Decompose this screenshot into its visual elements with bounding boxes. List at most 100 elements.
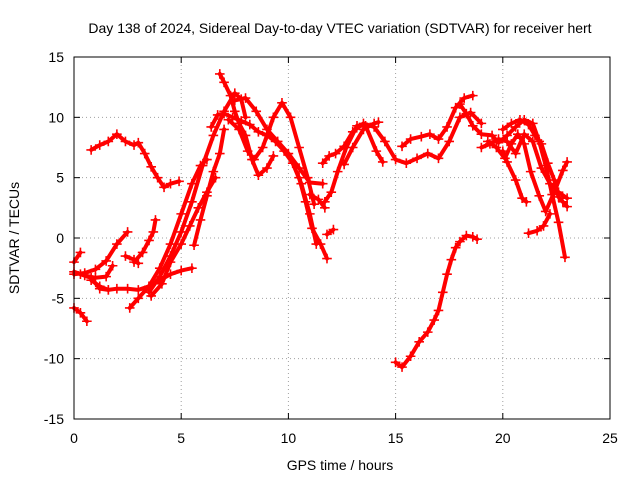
data-point-marker — [433, 153, 444, 164]
data-point-marker — [112, 239, 122, 249]
data-point-marker — [498, 124, 508, 135]
data-point-marker — [412, 153, 422, 164]
data-point-marker — [208, 166, 219, 177]
data-point-marker — [523, 119, 534, 130]
data-point-marker — [442, 269, 452, 279]
data-point-marker — [373, 117, 384, 127]
data-point-marker — [476, 118, 487, 129]
data-point-marker — [358, 124, 369, 135]
data-point-marker — [236, 116, 247, 126]
data-point-marker — [202, 190, 212, 201]
data-point-marker — [309, 199, 319, 210]
series-arc-25 — [390, 230, 482, 372]
chart-title: Day 138 of 2024, Sidereal Day-to-day VTE… — [88, 20, 591, 36]
data-point-marker — [101, 271, 111, 282]
data-point-marker — [103, 136, 114, 147]
data-point-marker — [352, 120, 362, 131]
data-point-marker — [562, 201, 572, 212]
data-point-marker — [553, 217, 564, 228]
data-point-marker — [133, 285, 144, 295]
data-point-marker — [103, 285, 114, 295]
data-point-marker — [189, 240, 199, 251]
data-point-marker — [146, 291, 156, 301]
data-point-marker — [152, 172, 163, 183]
y-tick-label: -10 — [44, 351, 64, 367]
series-arc-06 — [75, 269, 114, 295]
data-point-marker — [129, 257, 139, 267]
data-point-marker — [397, 362, 407, 372]
data-point-marker — [122, 227, 133, 237]
series-arc-09 — [86, 129, 184, 193]
data-point-marker — [253, 127, 264, 137]
data-point-marker — [433, 305, 444, 316]
data-point-marker — [184, 221, 195, 231]
data-point-marker — [515, 114, 525, 125]
data-point-marker — [493, 134, 504, 144]
data-point-marker — [433, 134, 444, 144]
x-tick-label: 0 — [70, 430, 78, 446]
data-point-marker — [313, 194, 324, 205]
data-point-marker — [208, 130, 219, 141]
data-point-marker — [75, 269, 86, 279]
data-point-marker — [187, 197, 197, 207]
data-point-marker — [416, 131, 427, 142]
y-tick-label: -5 — [52, 290, 65, 306]
y-axis-label: SDTVAR / TECUs — [6, 182, 22, 294]
series-arc-28 — [498, 146, 532, 207]
data-point-marker — [148, 227, 159, 237]
data-point-marker — [112, 129, 122, 140]
data-point-marker — [257, 142, 268, 153]
data-point-marker — [176, 209, 186, 219]
y-tick-label: 5 — [56, 170, 64, 186]
data-point-marker — [230, 106, 240, 117]
data-point-marker — [553, 187, 564, 197]
data-point-marker — [422, 327, 433, 337]
data-point-marker — [133, 137, 144, 148]
data-point-marker — [517, 193, 527, 203]
y-tick-label: -15 — [44, 411, 64, 427]
data-point-marker — [86, 145, 96, 155]
data-point-marker — [150, 215, 161, 225]
data-point-marker — [144, 235, 154, 246]
x-tick-label: 10 — [281, 430, 297, 446]
data-point-marker — [240, 93, 251, 103]
data-point-marker — [450, 242, 461, 253]
data-point-marker — [154, 271, 165, 282]
series-arc-22 — [320, 120, 388, 207]
data-point-marker — [82, 316, 92, 327]
data-point-marker — [476, 142, 487, 153]
data-point-marker — [165, 257, 176, 267]
y-tick-label: 10 — [48, 109, 64, 125]
data-point-marker — [137, 247, 148, 258]
data-point-marker — [294, 172, 304, 183]
data-point-marker — [405, 351, 416, 362]
data-point-marker — [249, 154, 259, 165]
data-point-marker — [268, 151, 279, 161]
series-arc-30 — [523, 209, 555, 238]
data-point-marker — [558, 197, 568, 207]
data-point-marker — [380, 136, 390, 147]
data-point-marker — [139, 148, 150, 159]
series-arc-11 — [144, 88, 251, 298]
data-point-marker — [90, 264, 101, 275]
x-tick-label: 20 — [495, 430, 511, 446]
data-point-marker — [528, 118, 538, 129]
data-point-marker — [467, 120, 478, 131]
data-point-marker — [159, 182, 169, 193]
data-point-marker — [562, 193, 572, 203]
data-point-marker — [332, 166, 343, 177]
data-point-marker — [146, 162, 156, 172]
data-point-marker — [461, 230, 472, 241]
data-point-marker — [193, 203, 204, 213]
data-point-marker — [390, 357, 401, 368]
data-point-marker — [429, 315, 439, 325]
data-point-marker — [240, 112, 251, 123]
data-point-marker — [562, 157, 572, 167]
data-point-marker — [534, 190, 545, 201]
data-point-marker — [133, 293, 144, 304]
data-point-marker — [245, 119, 255, 130]
data-point-marker — [545, 178, 555, 189]
data-point-marker — [371, 146, 382, 156]
data-point-marker — [94, 283, 105, 294]
